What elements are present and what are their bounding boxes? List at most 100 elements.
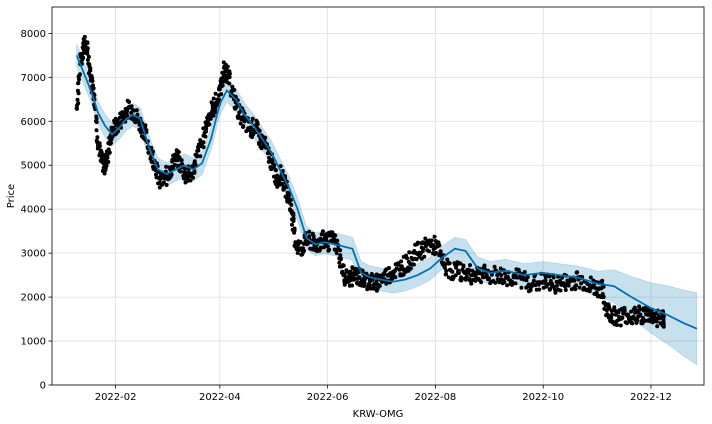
observed-point bbox=[90, 79, 95, 83]
observed-point bbox=[374, 279, 379, 284]
observed-point bbox=[227, 75, 232, 80]
observed-point bbox=[105, 156, 110, 160]
observed-point bbox=[369, 272, 374, 276]
observed-point bbox=[110, 134, 115, 139]
observed-point bbox=[272, 163, 277, 168]
observed-point bbox=[429, 238, 434, 243]
observed-point bbox=[311, 234, 316, 239]
observed-point bbox=[107, 150, 112, 155]
observed-point bbox=[620, 315, 625, 320]
observed-point bbox=[480, 271, 485, 276]
observed-point bbox=[291, 219, 296, 223]
observed-point bbox=[201, 145, 206, 150]
y-tick-label: 1000 bbox=[21, 337, 46, 348]
observed-point bbox=[641, 315, 646, 320]
observed-point bbox=[632, 305, 637, 310]
observed-point bbox=[91, 86, 96, 91]
x-tick-label: 2022-08 bbox=[415, 392, 457, 403]
observed-point bbox=[610, 312, 615, 317]
observed-point bbox=[487, 276, 491, 281]
observed-point bbox=[431, 243, 436, 248]
observed-point bbox=[453, 273, 458, 278]
observed-point bbox=[497, 280, 502, 285]
observed-point bbox=[513, 281, 518, 286]
observed-point bbox=[289, 197, 293, 202]
observed-point bbox=[655, 324, 660, 329]
observed-point bbox=[204, 129, 209, 134]
observed-point bbox=[635, 318, 640, 323]
observed-point bbox=[87, 62, 92, 67]
observed-point bbox=[587, 289, 592, 294]
observed-point bbox=[432, 234, 437, 239]
observed-point bbox=[558, 278, 563, 283]
observed-point bbox=[211, 113, 216, 118]
observed-point bbox=[638, 307, 643, 312]
observed-point bbox=[560, 275, 565, 280]
observed-point bbox=[298, 240, 303, 245]
observed-point bbox=[522, 270, 527, 274]
observed-point bbox=[176, 150, 181, 154]
observed-point bbox=[250, 116, 255, 121]
observed-point bbox=[289, 202, 294, 207]
observed-point bbox=[362, 281, 367, 285]
observed-point bbox=[546, 282, 551, 287]
observed-point bbox=[161, 180, 166, 185]
observed-point bbox=[450, 269, 455, 274]
observed-point bbox=[543, 278, 548, 283]
observed-point bbox=[257, 128, 262, 133]
observed-point bbox=[524, 278, 529, 283]
observed-point bbox=[76, 101, 81, 106]
observed-point bbox=[367, 283, 372, 288]
observed-point bbox=[553, 290, 558, 295]
observed-point bbox=[531, 278, 536, 283]
observed-point bbox=[213, 110, 218, 115]
observed-point bbox=[341, 263, 346, 268]
x-tick-label: 2022-10 bbox=[522, 392, 564, 403]
observed-point bbox=[377, 283, 382, 288]
observed-point bbox=[467, 278, 472, 283]
observed-point bbox=[575, 270, 580, 275]
observed-point bbox=[479, 280, 484, 285]
observed-point bbox=[335, 238, 340, 243]
observed-point bbox=[637, 304, 642, 309]
observed-point bbox=[104, 163, 109, 168]
observed-point bbox=[220, 83, 225, 88]
observed-point bbox=[551, 275, 556, 280]
observed-point bbox=[405, 256, 409, 261]
observed-point bbox=[307, 234, 312, 239]
observed-point bbox=[106, 147, 111, 152]
observed-point bbox=[204, 126, 209, 131]
observed-point bbox=[221, 79, 226, 84]
observed-point bbox=[157, 185, 162, 190]
x-tick-label: 2022-06 bbox=[307, 392, 349, 403]
observed-point bbox=[85, 46, 90, 51]
observed-point bbox=[630, 321, 635, 326]
observed-point bbox=[263, 135, 268, 140]
observed-point bbox=[77, 77, 81, 82]
observed-point bbox=[198, 154, 203, 159]
observed-point bbox=[563, 288, 568, 292]
forecast-line-layer bbox=[75, 54, 698, 330]
observed-point bbox=[333, 233, 338, 238]
observed-point bbox=[125, 112, 129, 117]
observed-point bbox=[97, 144, 102, 149]
observed-points-layer bbox=[74, 34, 666, 329]
observed-point bbox=[456, 271, 461, 275]
observed-point bbox=[393, 275, 398, 280]
observed-point bbox=[459, 276, 464, 281]
observed-point bbox=[396, 261, 401, 266]
observed-point bbox=[469, 281, 474, 286]
observed-point bbox=[445, 257, 450, 262]
observed-point bbox=[510, 282, 514, 287]
observed-point bbox=[648, 311, 653, 316]
observed-point bbox=[75, 97, 80, 102]
observed-point bbox=[643, 318, 648, 323]
observed-point bbox=[461, 263, 466, 268]
observed-point bbox=[481, 275, 486, 280]
observed-point bbox=[622, 308, 627, 313]
observed-point bbox=[81, 55, 86, 60]
observed-point bbox=[338, 248, 343, 253]
observed-point bbox=[618, 323, 623, 328]
observed-point bbox=[170, 159, 175, 164]
